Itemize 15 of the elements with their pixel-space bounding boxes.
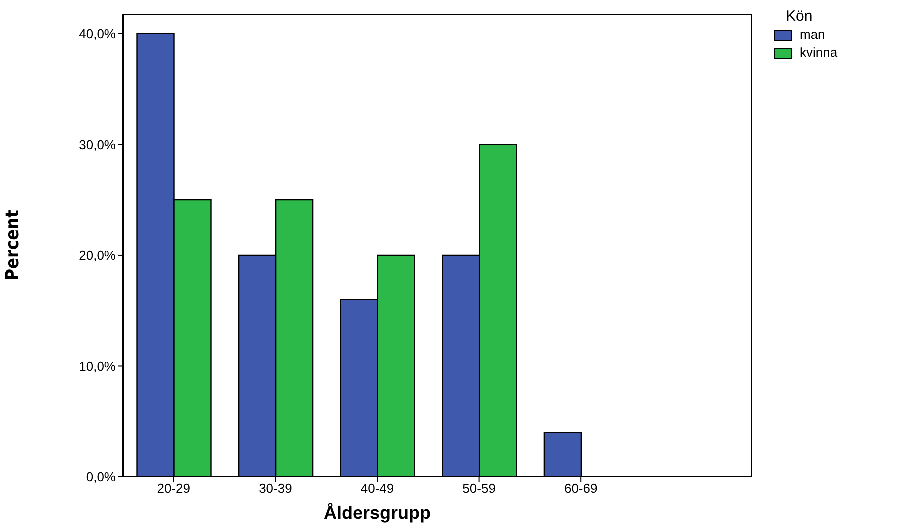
x-tick-label: 20-29 <box>157 481 191 496</box>
x-tick-label: 60-69 <box>564 481 598 496</box>
y-tick-label: 40,0% <box>79 26 116 42</box>
x-tick-label: 50-59 <box>462 481 496 496</box>
y-tick-label: 30,0% <box>79 137 116 152</box>
x-tick-label: 30-39 <box>259 481 292 496</box>
legend-title: Kön <box>786 8 814 26</box>
x-axis-title: Åldersgrupp <box>324 503 432 523</box>
y-tick-label: 0,0% <box>86 470 116 485</box>
legend-label: man <box>800 26 826 44</box>
y-tick-label: 20,0% <box>79 248 116 264</box>
x-tick-label: 40-49 <box>360 481 394 496</box>
y-tick-label: 10,0% <box>79 358 116 374</box>
legend-label: kvinna <box>800 44 838 62</box>
y-axis-title: Percent <box>2 210 24 281</box>
